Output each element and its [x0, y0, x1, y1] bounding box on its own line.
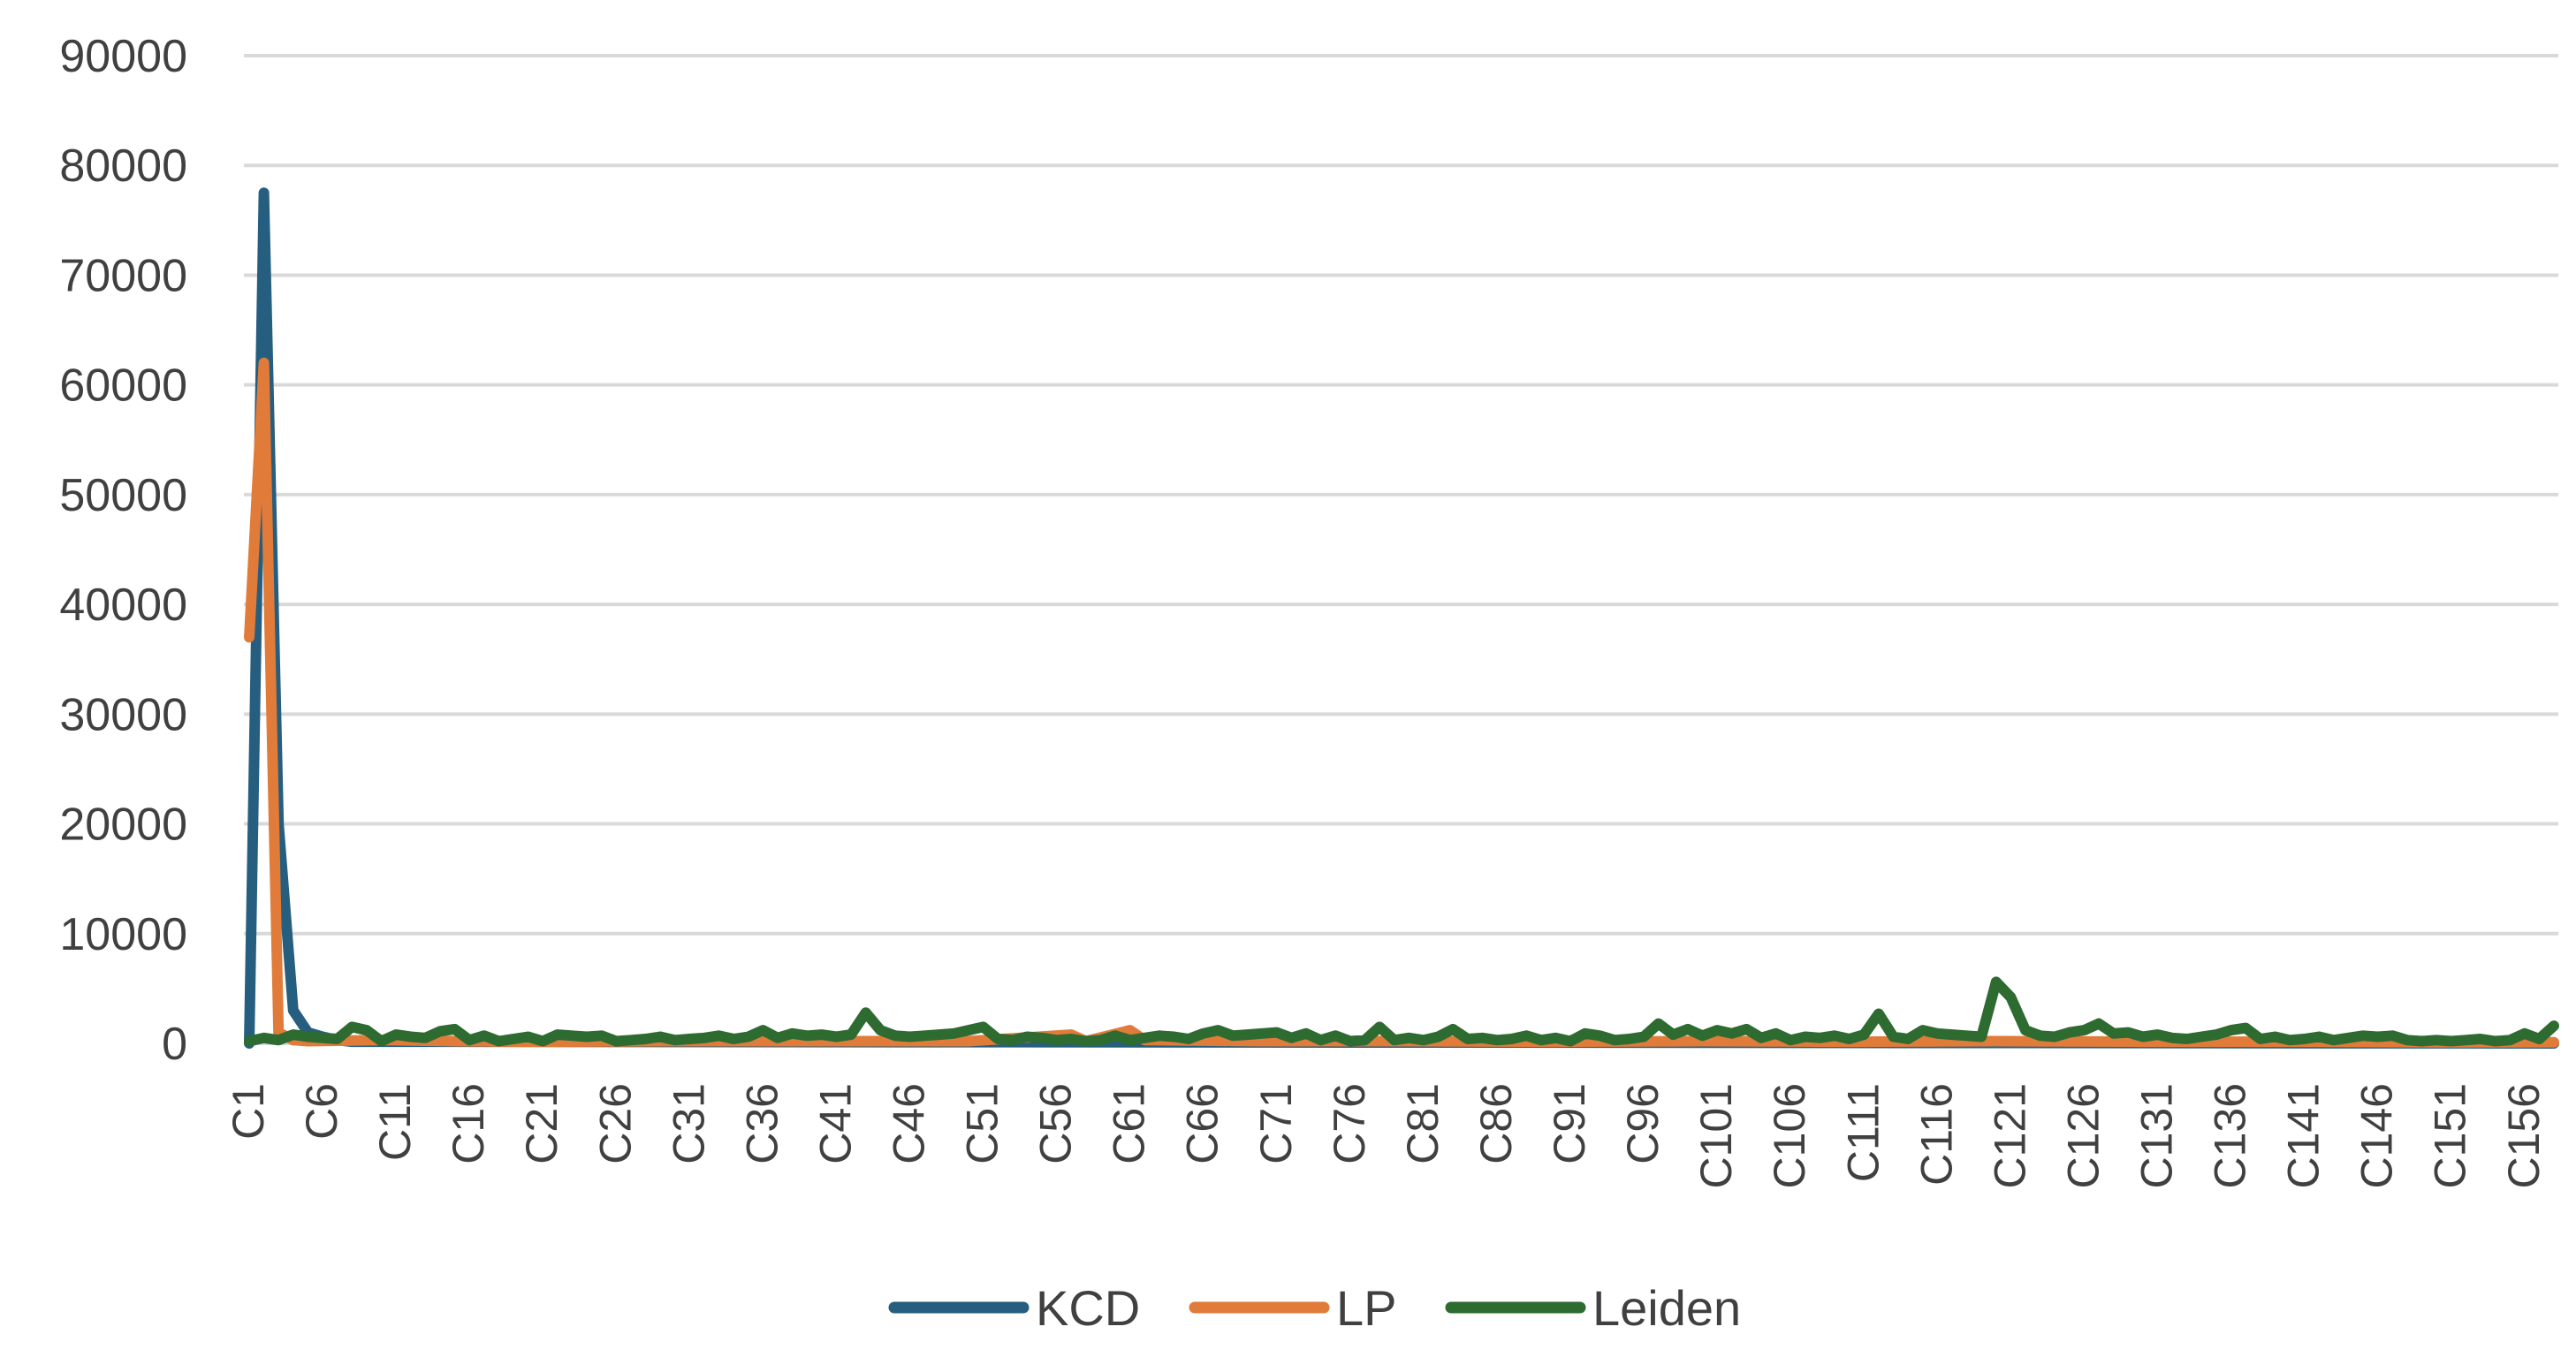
legend-label: KCD [1036, 1280, 1140, 1336]
y-tick-label: 30000 [59, 689, 187, 740]
x-tick-label: C101 [1691, 1083, 1741, 1189]
y-tick-label: 10000 [59, 909, 187, 960]
y-tick-label: 90000 [59, 31, 187, 82]
x-tick-label: C156 [2499, 1083, 2549, 1189]
x-tick-label: C106 [1765, 1083, 1814, 1189]
y-axis-tick-labels: 0 10000 20000 30000 40000 50000 60000 70000 8000… [59, 31, 187, 1070]
x-tick-label: C111 [1838, 1083, 1888, 1182]
legend-item-lp: LP [1189, 1280, 1397, 1336]
x-tick-label: C76 [1325, 1083, 1374, 1164]
x-tick-label: C36 [737, 1083, 786, 1164]
x-tick-label: C141 [2279, 1083, 2329, 1189]
series-line-lp [244, 357, 2559, 1048]
x-tick-label: C21 [517, 1083, 566, 1164]
legend-label: LP [1336, 1280, 1397, 1336]
x-tick-label: C151 [2426, 1083, 2475, 1189]
x-tick-label: C96 [1618, 1083, 1668, 1164]
legend-label: Leiden [1592, 1280, 1741, 1336]
series-line-leiden [244, 976, 2559, 1047]
x-tick-label: C16 [444, 1083, 493, 1164]
series-line-kcd [244, 187, 2559, 1049]
x-tick-label: C66 [1178, 1083, 1227, 1164]
x-tick-label: C71 [1251, 1083, 1301, 1164]
x-tick-label: C131 [2131, 1083, 2181, 1189]
grid-lines [244, 54, 2558, 1045]
y-tick-label: 70000 [59, 250, 187, 301]
x-axis-tick-labels: C1 C6 C11 C16 C21 C26 C31 C36 C41 C46 C51 C56 C61 C66… [224, 1083, 2549, 1189]
y-tick-label: 40000 [59, 580, 187, 631]
x-tick-label: C116 [1911, 1083, 1961, 1186]
legend-item-leiden: Leiden [1445, 1280, 1741, 1336]
legend-item-kcd: KCD [888, 1280, 1140, 1336]
x-tick-label: C41 [810, 1083, 860, 1164]
x-tick-label: C26 [590, 1083, 640, 1164]
x-tick-label: C56 [1031, 1083, 1081, 1164]
y-tick-label: 20000 [59, 800, 187, 851]
x-tick-label: C136 [2206, 1083, 2255, 1189]
x-tick-label: C46 [885, 1083, 934, 1164]
x-tick-label: C51 [958, 1083, 1007, 1164]
x-tick-label: C121 [1985, 1083, 2034, 1189]
x-tick-label: C146 [2352, 1083, 2402, 1189]
y-tick-label: 80000 [59, 140, 187, 192]
y-tick-label: 60000 [59, 360, 187, 412]
y-tick-label: 0 [162, 1019, 187, 1070]
x-tick-label: C11 [370, 1083, 420, 1161]
x-tick-label: C31 [664, 1083, 713, 1164]
series-lines [244, 187, 2559, 1049]
x-tick-label: C1 [224, 1083, 273, 1140]
x-tick-label: C91 [1545, 1083, 1594, 1164]
x-tick-label: C61 [1105, 1083, 1154, 1164]
x-tick-label: C86 [1471, 1083, 1521, 1164]
x-tick-label: C81 [1398, 1083, 1448, 1164]
x-tick-label: C6 [297, 1083, 346, 1140]
y-tick-label: 50000 [59, 470, 187, 521]
x-tick-label: C126 [2058, 1083, 2108, 1189]
legend: KCD LP Leiden [888, 1280, 1741, 1336]
